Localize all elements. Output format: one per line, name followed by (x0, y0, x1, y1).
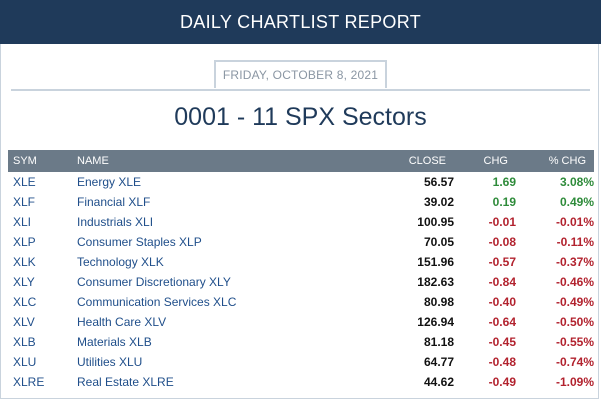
symbol-link[interactable]: XLB (13, 335, 36, 349)
column-header-pct-chg[interactable]: % CHG (548, 155, 586, 167)
symbol-link[interactable]: XLU (13, 355, 37, 369)
table-row: XLP Consumer Staples XLP 70.05 -0.08 -0.11% (8, 232, 594, 252)
close-value: 151.96 (417, 255, 454, 269)
report-date-text: FRIDAY, OCTOBER 8, 2021 (222, 68, 379, 82)
change-value: 1.69 (492, 175, 516, 189)
close-value: 182.63 (417, 275, 454, 289)
close-value: 64.77 (423, 355, 454, 369)
close-value: 44.62 (423, 375, 454, 389)
date-divider (11, 89, 590, 91)
symbol-link[interactable]: XLF (13, 195, 36, 209)
symbol-link[interactable]: XLP (13, 235, 36, 249)
column-header-chg[interactable]: CHG (483, 155, 508, 167)
change-value: -0.84 (488, 275, 516, 289)
close-value: 80.98 (423, 295, 454, 309)
close-value: 126.94 (417, 315, 454, 329)
close-value: 56.57 (423, 175, 454, 189)
change-value: -0.49 (488, 375, 516, 389)
report-date: FRIDAY, OCTOBER 8, 2021 (214, 60, 387, 88)
table-row: XLY Consumer Discretionary XLY 182.63 -0.84… (8, 272, 594, 292)
close-value: 70.05 (423, 235, 454, 249)
symbol-link[interactable]: XLRE (13, 375, 45, 389)
percent-change-value: -0.74% (555, 355, 594, 369)
table-row: XLI Industrials XLI 100.95 -0.01 -0.01% (8, 212, 594, 232)
sector-name-link[interactable]: Real Estate XLRE (77, 375, 174, 389)
symbol-link[interactable]: XLI (13, 215, 32, 229)
sector-name-link[interactable]: Financial XLF (77, 195, 151, 209)
sector-name-link[interactable]: Communication Services XLC (77, 295, 237, 309)
report-frame (0, 44, 599, 399)
change-value: 0.19 (492, 195, 516, 209)
percent-change-value: -0.50% (555, 315, 594, 329)
percent-change-value: 3.08% (559, 175, 594, 189)
sector-name-link[interactable]: Consumer Discretionary XLY (77, 275, 231, 289)
table-row: XLB Materials XLB 81.18 -0.45 -0.55% (8, 332, 594, 352)
symbol-link[interactable]: XLE (13, 175, 36, 189)
percent-change-value: -0.55% (555, 335, 594, 349)
table-row: XLK Technology XLK 151.96 -0.57 -0.37% (8, 252, 594, 272)
sector-name-link[interactable]: Energy XLE (77, 175, 142, 189)
change-value: -0.40 (488, 295, 516, 309)
percent-change-value: -0.01% (555, 215, 594, 229)
symbol-link[interactable]: XLV (13, 315, 35, 329)
percent-change-value: -0.37% (555, 255, 594, 269)
symbol-link[interactable]: XLY (13, 275, 35, 289)
table-row: XLF Financial XLF 39.02 0.19 0.49% (8, 192, 594, 212)
table-row: XLE Energy XLE 56.57 1.69 3.08% (8, 172, 594, 192)
sector-name-link[interactable]: Health Care XLV (77, 315, 167, 329)
report-header: DAILY CHARTLIST REPORT (0, 0, 601, 44)
close-value: 81.18 (423, 335, 454, 349)
column-header-close[interactable]: CLOSE (408, 155, 446, 167)
change-value: -0.08 (488, 235, 516, 249)
table-row: XLV Health Care XLV 126.94 -0.64 -0.50% (8, 312, 594, 332)
column-header-sym[interactable]: SYM (13, 155, 37, 167)
sector-name-link[interactable]: Materials XLB (77, 335, 152, 349)
column-header-name[interactable]: NAME (77, 155, 109, 167)
sectors-table: SYM NAME CLOSE CHG % CHG XLE Energy XLE 56… (8, 150, 594, 392)
percent-change-value: -0.46% (555, 275, 594, 289)
sector-name-link[interactable]: Utilities XLU (77, 355, 143, 369)
close-value: 39.02 (423, 195, 454, 209)
percent-change-value: 0.49% (559, 195, 594, 209)
change-value: -0.57 (488, 255, 516, 269)
report-header-title: DAILY CHARTLIST REPORT (179, 11, 421, 32)
table-header-row: SYM NAME CLOSE CHG % CHG (8, 150, 594, 172)
sector-name-link[interactable]: Industrials XLI (77, 215, 154, 229)
chartlist-title: 0001 - 11 SPX Sectors (174, 103, 427, 131)
percent-change-value: -0.11% (556, 235, 594, 249)
percent-change-value: -1.09% (555, 375, 594, 389)
symbol-link[interactable]: XLK (13, 255, 36, 269)
sector-name-link[interactable]: Technology XLK (77, 255, 164, 269)
change-value: -0.48 (488, 355, 516, 369)
sector-name-link[interactable]: Consumer Staples XLP (77, 235, 202, 249)
table-row: XLC Communication Services XLC 80.98 -0.40 -… (8, 292, 594, 312)
symbol-link[interactable]: XLC (13, 295, 37, 309)
table-row: XLU Utilities XLU 64.77 -0.48 -0.74% (8, 352, 594, 372)
close-value: 100.95 (417, 215, 454, 229)
change-value: -0.45 (488, 335, 516, 349)
table-row: XLRE Real Estate XLRE 44.62 -0.49 -1.09% (8, 372, 594, 392)
percent-change-value: -0.49% (555, 295, 594, 309)
change-value: -0.64 (488, 315, 516, 329)
change-value: -0.01 (488, 215, 516, 229)
